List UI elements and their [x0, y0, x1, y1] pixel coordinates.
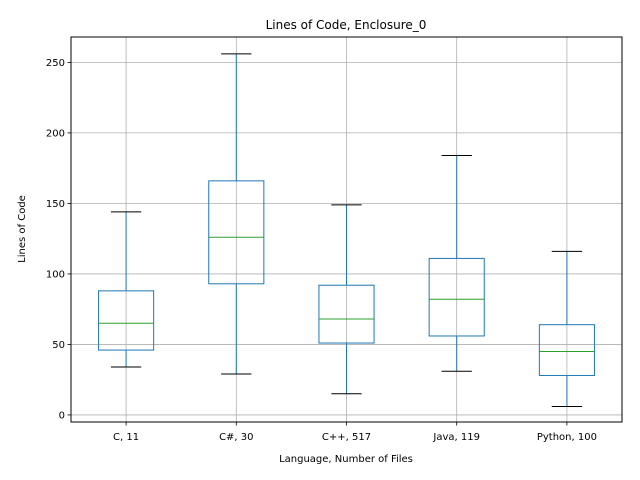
y-tick-label: 200 [46, 128, 65, 139]
iqr-box [538, 324, 595, 376]
box-4 [538, 250, 595, 407]
x-tick-label: C, 11 [113, 432, 139, 443]
x-axis-ticks: C, 11 C#, 30 C++, 517 Java, 119 Python, 100 [113, 422, 597, 443]
x-tick-label: C++, 517 [322, 432, 371, 443]
box-2 [318, 204, 375, 395]
x-axis-label: Language, Number of Files [279, 454, 413, 465]
y-tick-label: 250 [46, 58, 65, 69]
boxes [98, 53, 595, 407]
iqr-box [318, 284, 375, 344]
y-axis-label: Lines of Code [17, 195, 28, 263]
x-tick-label: Python, 100 [537, 432, 597, 443]
x-tick-label: Java, 119 [432, 432, 480, 443]
y-tick-label: 0 [59, 410, 65, 421]
chart-title: Lines of Code, Enclosure_0 [266, 18, 427, 32]
box-1 [208, 53, 265, 375]
box-0 [98, 211, 155, 368]
y-tick-label: 50 [52, 340, 65, 351]
box-3 [428, 154, 485, 372]
iqr-box [428, 257, 485, 337]
y-tick-label: 100 [46, 269, 65, 280]
y-tick-label: 150 [46, 199, 65, 210]
x-tick-label: C#, 30 [219, 432, 253, 443]
iqr-box [208, 180, 265, 285]
iqr-box [98, 290, 155, 351]
y-axis-ticks: 0 50 100 150 200 250 [46, 58, 71, 421]
